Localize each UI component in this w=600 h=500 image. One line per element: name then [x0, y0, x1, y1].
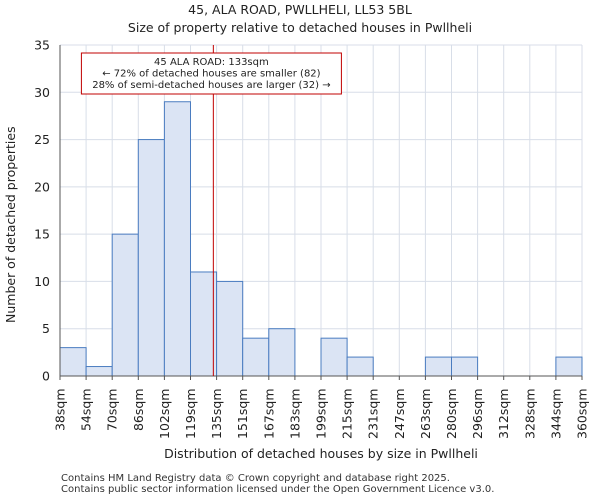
- x-tick-label: 247sqm: [392, 389, 407, 439]
- x-tick-label: 86sqm: [131, 389, 146, 432]
- bar: [137, 139, 165, 377]
- annotation-text: ← 72% of detached houses are smaller (82…: [102, 69, 320, 80]
- bar: [555, 356, 583, 377]
- annotation-text: 45 ALA ROAD: 133sqm: [154, 57, 269, 68]
- bar: [242, 337, 270, 377]
- bar: [163, 101, 191, 377]
- x-tick-label: 70sqm: [105, 389, 120, 432]
- y-tick-label: 15: [34, 227, 50, 242]
- bar: [85, 366, 113, 377]
- x-tick-label: 151sqm: [235, 389, 250, 439]
- x-tick-label: 167sqm: [261, 389, 276, 439]
- x-tick-label: 183sqm: [287, 389, 302, 439]
- x-tick-label: 54sqm: [79, 389, 94, 432]
- y-tick-label: 30: [34, 85, 50, 100]
- y-axis-label: Number of detached properties: [3, 126, 18, 323]
- bar: [320, 337, 348, 377]
- x-tick-label: 312sqm: [496, 389, 511, 439]
- bar: [451, 356, 479, 377]
- footer-licence: Contains public sector information licen…: [61, 484, 495, 495]
- x-tick-label: 102sqm: [157, 389, 172, 439]
- x-tick-label: 344sqm: [548, 389, 563, 439]
- annotation-box: [80, 52, 342, 95]
- annotation-text: 28% of semi-detached houses are larger (…: [92, 80, 330, 91]
- x-tick-label: 119sqm: [183, 389, 198, 439]
- bar: [59, 347, 87, 377]
- bar: [424, 356, 452, 377]
- x-tick-label: 263sqm: [418, 389, 433, 439]
- y-tick-label: 20: [34, 179, 50, 194]
- x-axis-label: Distribution of detached houses by size …: [164, 446, 478, 461]
- bar: [190, 271, 218, 377]
- x-tick-label: 199sqm: [314, 389, 329, 439]
- x-tick-label: 38sqm: [53, 389, 68, 432]
- bar: [216, 280, 244, 377]
- bar: [346, 356, 374, 377]
- x-tick-label: 215sqm: [340, 389, 355, 439]
- x-tick-label: 296sqm: [470, 388, 485, 438]
- bar: [268, 328, 296, 377]
- y-tick-label: 5: [42, 321, 50, 336]
- y-tick-label: 10: [34, 274, 50, 289]
- x-tick-label: 360sqm: [575, 389, 590, 439]
- footer-copyright: Contains HM Land Registry data © Crown c…: [61, 473, 450, 484]
- y-tick-label: 0: [42, 369, 50, 384]
- x-tick-label: 231sqm: [366, 389, 381, 439]
- x-tick-label: 280sqm: [444, 389, 459, 439]
- y-tick-label: 25: [34, 132, 50, 147]
- bar: [111, 233, 139, 377]
- x-tick-label: 135sqm: [209, 389, 224, 439]
- chart-subtitle: Size of property relative to detached ho…: [127, 20, 473, 35]
- y-tick-label: 35: [34, 38, 50, 53]
- chart-title: 45, ALA ROAD, PWLLHELI, LL53 5BL: [188, 2, 412, 17]
- x-tick-label: 328sqm: [522, 389, 537, 439]
